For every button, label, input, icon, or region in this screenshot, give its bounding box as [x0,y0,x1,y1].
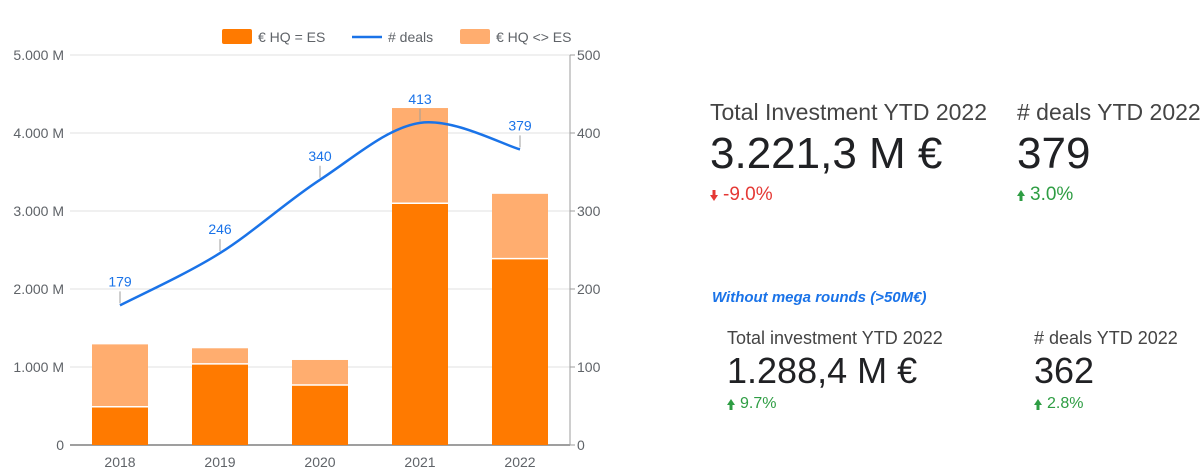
y-tick-left: 5.000 M [13,47,64,63]
bar-hq-not-es [92,344,148,407]
kpi-mega-total-value: 1.288,4 M € [727,350,918,391]
x-tick-label: 2022 [504,454,535,470]
kpi-deals-value: 379 [1017,129,1091,178]
legend-label: € HQ = ES [258,29,325,45]
mega-rounds-title: Without mega rounds (>50M€) [712,289,927,306]
legend-label: # deals [388,29,433,45]
legend-swatch [460,29,490,44]
y-tick-left: 0 [56,437,64,453]
y-tick-right: 500 [577,47,600,63]
data-label: 179 [108,273,132,289]
kpi-total-investment-delta-text: -9.0% [723,184,773,205]
y-tick-right: 0 [577,437,585,453]
kpi-mega-total-delta-text: 9.7% [740,395,777,412]
kpi-total-investment-label: Total Investment YTD 2022 [710,99,987,125]
bar-hq-es [92,406,148,445]
bar-hq-es [292,384,348,445]
kpi-mega-deals-delta: 2.8% [1034,395,1178,413]
kpi-total-investment-delta: -9.0% [710,184,987,206]
x-tick-label: 2018 [104,454,135,470]
y-tick-right: 100 [577,359,600,375]
legend-label: € HQ <> ES [496,29,571,45]
kpi-total-investment-value: 3.221,3 M € [710,129,943,178]
bar-hq-es [192,363,248,445]
legend-swatch [222,29,252,44]
kpi-mega-total-delta: 9.7% [727,395,943,413]
arrow-up-icon [1034,398,1042,410]
x-tick-label: 2020 [304,454,335,470]
arrow-up-icon [727,398,735,410]
y-tick-right: 300 [577,203,600,219]
y-tick-left: 4.000 M [13,125,64,141]
y-tick-left: 3.000 M [13,203,64,219]
bar-hq-es [392,203,448,445]
x-tick-label: 2021 [404,454,435,470]
data-label: 413 [408,91,432,107]
kpi-mega-deals: # deals YTD 2022 362 2.8% [1034,328,1178,413]
bar-hq-not-es [492,193,548,259]
data-label: 340 [308,148,332,164]
y-tick-right: 200 [577,281,600,297]
kpi-mega-deals-value: 362 [1034,350,1095,391]
kpi-mega-deals-delta-text: 2.8% [1047,395,1084,412]
y-tick-right: 400 [577,125,600,141]
kpi-mega-total: Total investment YTD 2022 1.288,4 M € 9.… [727,328,943,413]
data-label: 246 [208,221,232,237]
kpi-deals-delta-text: 3.0% [1030,184,1074,205]
x-tick-label: 2019 [204,454,235,470]
kpi-total-investment: Total Investment YTD 2022 3.221,3 M € -9… [710,99,987,206]
arrow-up-icon [1017,189,1025,201]
kpi-deals-delta: 3.0% [1017,184,1200,206]
kpi-mega-deals-label: # deals YTD 2022 [1034,328,1178,348]
kpi-deals: # deals YTD 2022 379 3.0% [1017,99,1200,206]
investment-chart: 0 1.000 M 2.000 M 3.000 M 4.000 M 5.000 M 0 100… [13,29,600,470]
y-tick-left: 2.000 M [13,281,64,297]
kpi-deals-label: # deals YTD 2022 [1017,99,1200,125]
y-tick-left: 1.000 M [13,359,64,375]
bar-hq-es [492,258,548,445]
bar-hq-not-es [192,348,248,364]
deals-line [119,120,521,307]
data-label: 379 [508,117,532,133]
bar-hq-not-es [292,359,348,385]
kpi-mega-total-label: Total investment YTD 2022 [727,328,943,348]
arrow-down-icon [710,189,718,201]
